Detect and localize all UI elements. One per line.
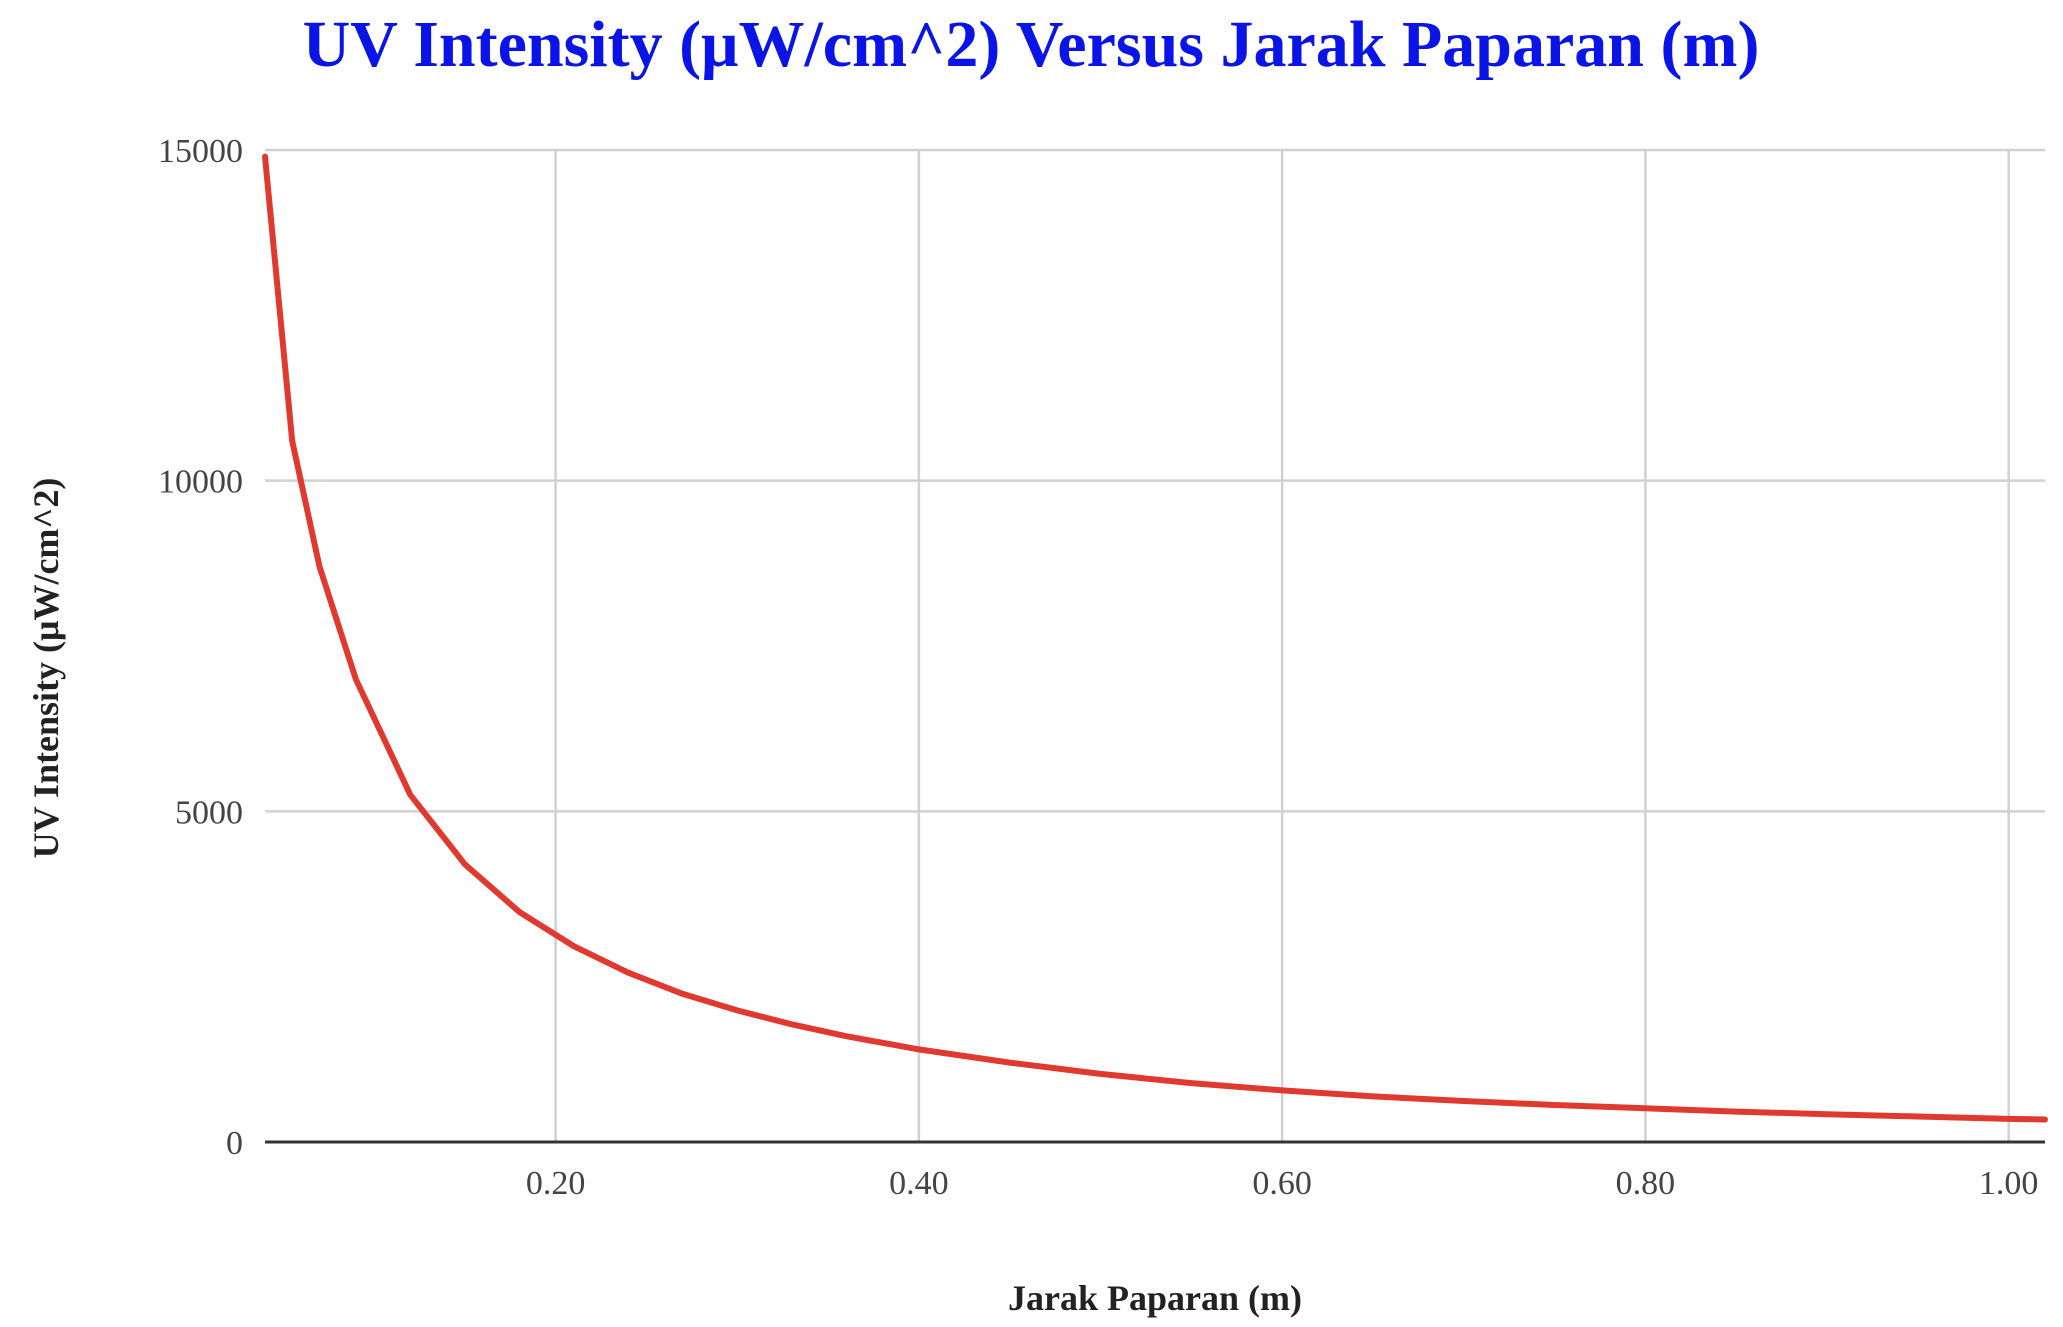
- y-axis-label: UV Intensity (μW/cm^2): [26, 478, 66, 859]
- x-tick-label: 0.40: [889, 1165, 949, 1202]
- series-group: [262, 153, 2048, 1123]
- y-tick-label: 5000: [175, 794, 243, 831]
- x-axis-ticks: 0.20 0.40 0.60 0.80 1.00: [526, 1165, 2039, 1202]
- grid: [265, 148, 2045, 1142]
- x-tick-label: 0.60: [1252, 1165, 1312, 1202]
- y-tick-label: 10000: [158, 464, 243, 501]
- y-tick-label: 15000: [158, 133, 243, 170]
- x-tick-label: 0.20: [526, 1165, 586, 1202]
- x-tick-label: 0.80: [1616, 1165, 1676, 1202]
- x-axis-label: Jarak Paparan (m): [1008, 1278, 1302, 1318]
- chart-title: UV Intensity (μW/cm^2) Versus Jarak Papa…: [303, 8, 1760, 81]
- x-tick-label: 1.00: [1979, 1165, 2039, 1202]
- series-line: [262, 153, 2048, 1123]
- y-tick-label: 0: [226, 1125, 243, 1162]
- y-axis-ticks: 0 5000 10000 15000: [158, 133, 243, 1162]
